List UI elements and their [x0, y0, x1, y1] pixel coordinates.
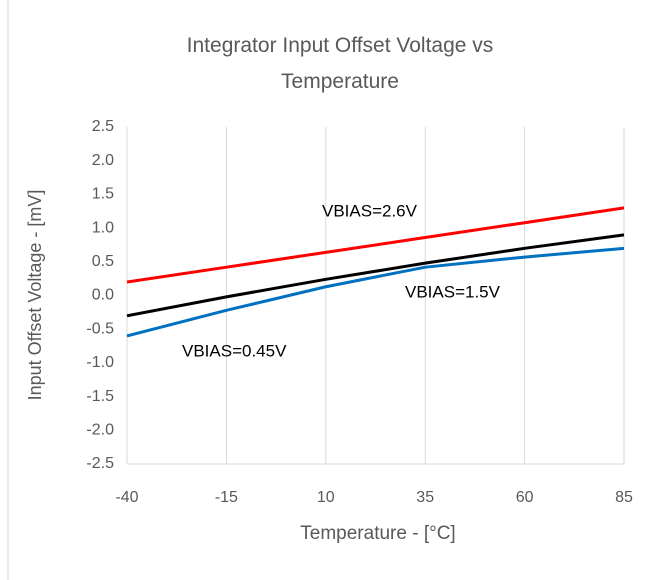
y-tick-label: -2.0 — [86, 422, 114, 439]
y-axis-label: Input Offset Voltage - [mV] — [25, 190, 45, 401]
x-tick-label: 60 — [516, 489, 534, 506]
series-line — [126, 246, 625, 338]
series-line — [126, 233, 625, 318]
series-label: VBIAS=1.5V — [405, 282, 501, 301]
x-tick-label: -15 — [215, 489, 238, 506]
x-axis-label: Temperature - [°C] — [300, 523, 455, 544]
x-tick-label: -40 — [115, 489, 138, 506]
y-tick-label: 1.0 — [92, 219, 114, 236]
series-line — [126, 206, 625, 284]
series-label: VBIAS=0.45V — [182, 341, 287, 360]
y-tick-label: 0.0 — [92, 287, 114, 304]
x-tick-label: 85 — [615, 489, 633, 506]
y-tick-label: 0.5 — [92, 253, 114, 270]
x-tick-label: 10 — [317, 489, 335, 506]
chart-title: Integrator Input Offset Voltage vs Tempe… — [186, 34, 494, 93]
y-tick-label: 2.0 — [92, 152, 114, 169]
x-tick-label: 35 — [416, 489, 434, 506]
series-label: VBIAS=2.6V — [322, 201, 418, 220]
y-tick-label: -1.0 — [86, 354, 114, 371]
y-tick-label: 2.5 — [92, 118, 114, 135]
y-tick-label: -0.5 — [86, 320, 114, 337]
y-tick-label: 1.5 — [92, 186, 114, 203]
y-tick-label: -1.5 — [86, 388, 114, 405]
y-tick-label: -2.5 — [86, 455, 114, 472]
